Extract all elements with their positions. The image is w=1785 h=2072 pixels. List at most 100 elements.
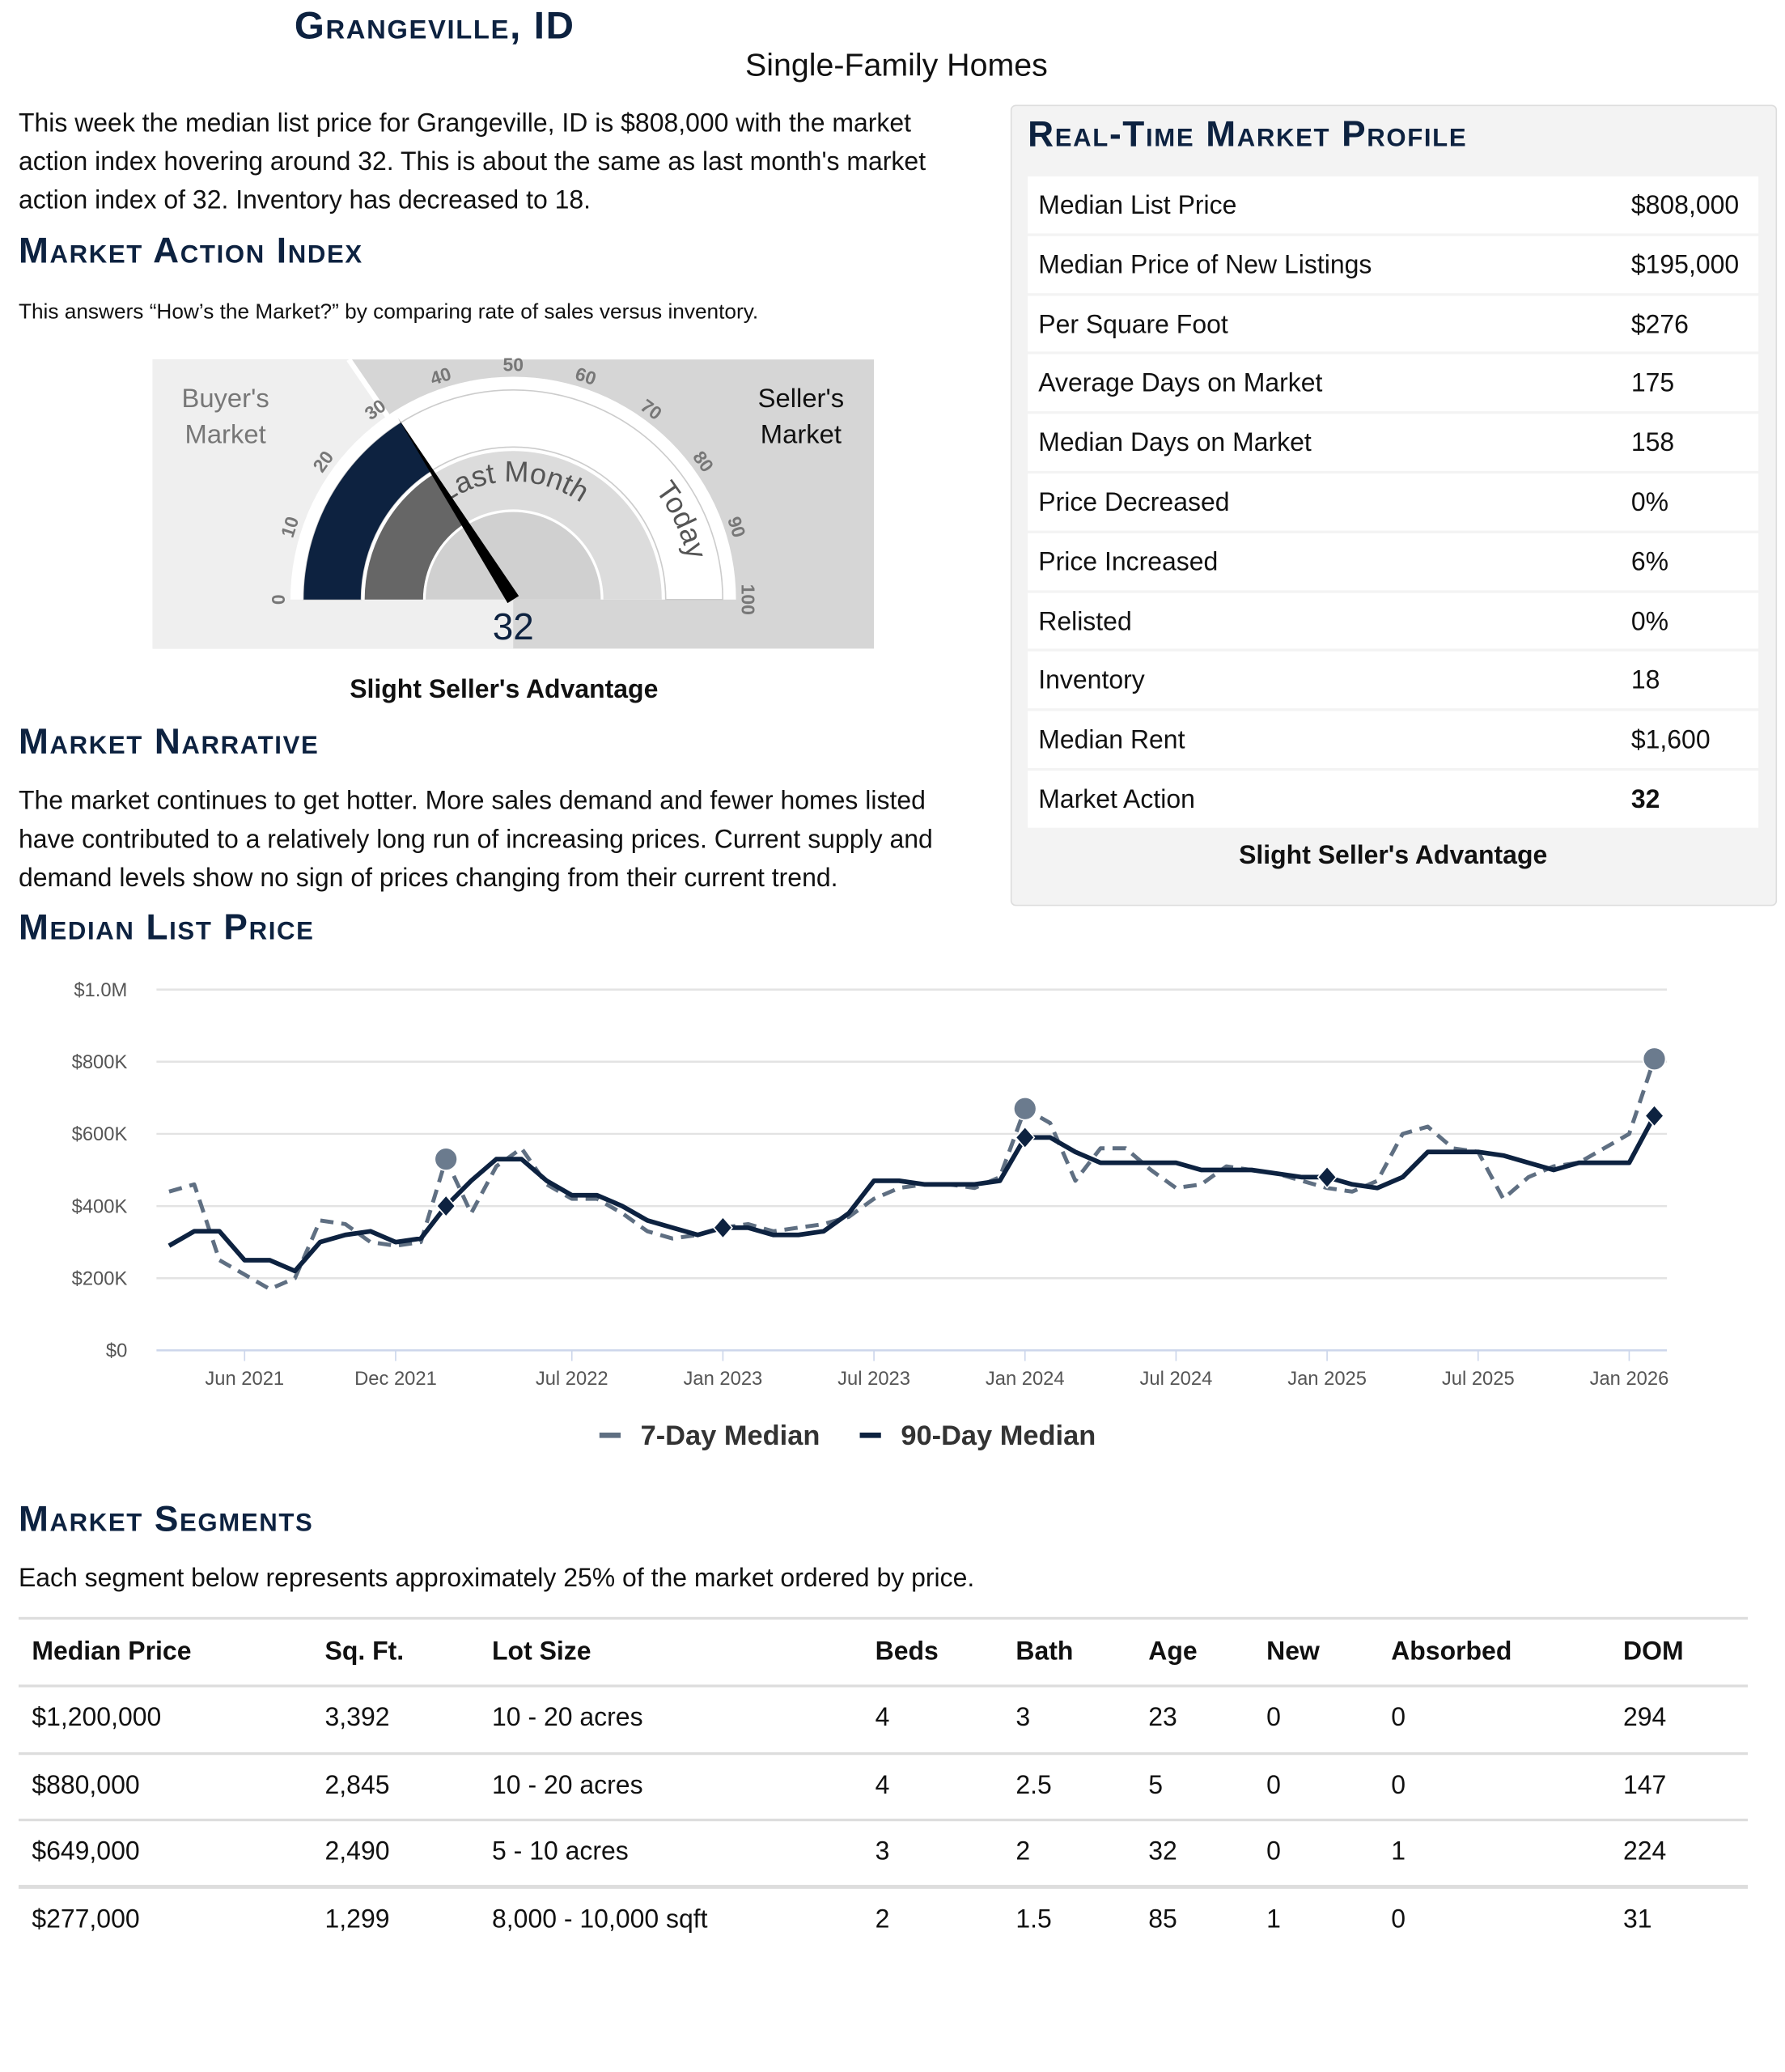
column-header: Median Price [32,1637,192,1667]
cell: 0 [1391,1904,1406,1934]
cell: 1,299 [324,1904,390,1934]
y-tick-label: $1.0M [74,979,127,1001]
cell: 2 [1015,1837,1031,1867]
column-header: Age [1148,1637,1198,1667]
legend-label: 7-Day Median [641,1420,820,1451]
cell: 4 [875,1770,890,1800]
profile-row [1028,473,1759,531]
section-heading: Market Narrative [18,721,320,762]
column-header: Sq. Ft. [324,1637,405,1667]
cell: 0 [1266,1837,1281,1867]
column-header: New [1266,1637,1320,1667]
circle-marker [434,1147,458,1171]
y-tick-label: $400K [72,1195,128,1217]
profile-row [1028,236,1759,293]
column-header: Beds [875,1637,939,1667]
legend-label: 90-Day Median [901,1420,1096,1451]
profile-row [1028,295,1759,352]
circle-marker [1012,1096,1037,1121]
diamond-marker [435,1194,456,1218]
narrative: The market continues to get hotter. More… [18,786,933,893]
row-label: Per Square Foot [1038,309,1228,339]
row-value: $1,600 [1630,725,1711,755]
row-value: 0% [1630,606,1669,637]
y-tick-label: $800K [72,1051,128,1073]
row-label: Price Increased [1038,547,1219,577]
profile-row [1028,711,1759,768]
cell: 10 - 20 acres [492,1770,643,1800]
row-label: Inventory [1038,666,1145,696]
cell: 31 [1623,1904,1652,1934]
cell: 0 [1391,1770,1406,1800]
rule [18,1616,1749,1620]
column-header: Absorbed [1391,1637,1512,1667]
x-tick-label: Jul 2024 [1140,1368,1213,1390]
rule [18,1819,1749,1822]
diamond-marker [1316,1166,1338,1189]
row-value: $808,000 [1630,191,1740,221]
rule [18,1751,1749,1755]
section-heading: Median List Price [18,907,315,948]
cell: 1.5 [1015,1904,1052,1934]
cell: 147 [1623,1770,1667,1800]
row-label: Median Price of New Listings [1038,250,1372,280]
section-heading: Market Segments [18,1498,314,1539]
section-heading: Market Action Index [18,231,363,271]
column-header: Lot Size [492,1637,591,1667]
subtitle: Single-Family Homes [745,48,1048,84]
row-label: Median Days on Market [1038,428,1312,458]
cell: 5 [1148,1770,1164,1800]
row-value: $195,000 [1630,250,1740,280]
row-label: Price Decreased [1038,488,1230,518]
cell: 294 [1623,1703,1667,1733]
profile-row [1028,414,1759,471]
column-header: DOM [1623,1637,1684,1667]
verdict: Slight Seller's Advantage [350,675,659,705]
gauge-tick-label: 100 [738,584,759,615]
row-value: 0% [1630,488,1669,518]
cell: 85 [1148,1904,1177,1934]
intro: This week the median list price for Gran… [18,108,926,215]
cell: 23 [1148,1703,1177,1733]
gauge-value: 32 [493,605,534,648]
row-label: Median List Price [1038,191,1237,221]
cell: 3 [1015,1703,1031,1733]
series-line [168,1058,1656,1292]
y-tick-label: $200K [72,1267,128,1289]
cell: 2.5 [1015,1770,1052,1800]
today-fill [303,422,432,600]
x-tick-label: Jan 2024 [986,1368,1065,1390]
row-value: $276 [1630,309,1689,339]
diamond-marker [712,1216,733,1240]
cell: 2,845 [324,1770,390,1800]
cell: 4 [875,1703,890,1733]
profile-row [1028,592,1759,650]
cell: 3 [875,1837,890,1867]
profile-row [1028,355,1759,412]
row-value: 158 [1630,428,1675,458]
x-tick-label: Jun 2021 [205,1368,284,1390]
row-label: Median Rent [1038,725,1185,755]
x-tick-label: Jan 2026 [1590,1368,1669,1390]
gauge-tick-label: 50 [502,354,524,375]
profile-row [1028,533,1759,590]
diamond-marker [1643,1104,1665,1127]
y-tick-label: $600K [72,1123,128,1145]
cell: 2 [875,1904,890,1934]
row-label: Relisted [1038,606,1132,637]
row-value: 175 [1630,369,1675,399]
cell: 3,392 [324,1703,390,1733]
row-value: 32 [1630,785,1660,815]
row-value: 18 [1630,666,1660,696]
zone-label: Buyer's Market [181,384,269,450]
x-tick-label: Jan 2023 [684,1368,763,1390]
x-tick-label: Jan 2025 [1287,1368,1367,1390]
cell: $277,000 [32,1904,140,1934]
cell: $1,200,000 [32,1703,162,1733]
profile-row [1028,176,1759,234]
description: Each segment below represents approximat… [18,1564,975,1594]
cell: 224 [1623,1837,1667,1867]
profile-row [1028,652,1759,709]
cell: 1 [1266,1904,1281,1934]
